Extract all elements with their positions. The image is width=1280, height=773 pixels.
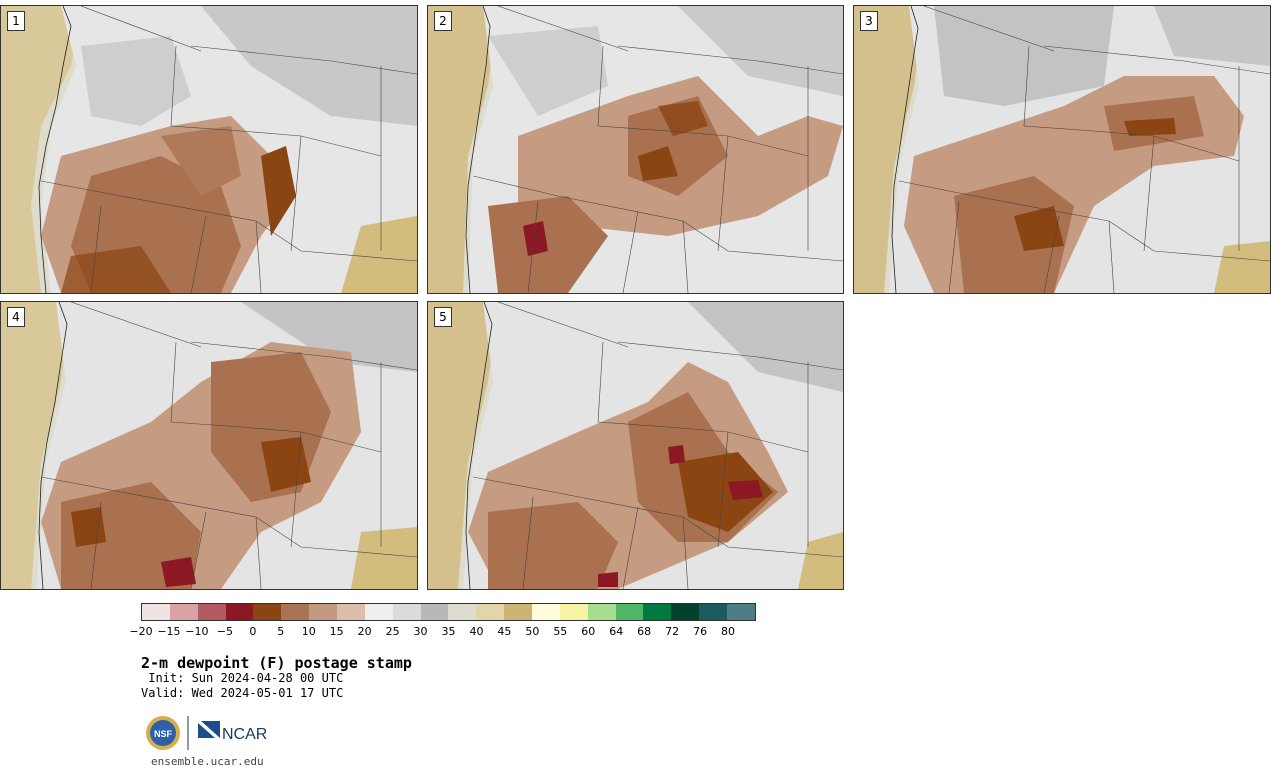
colorbar-segment (727, 604, 755, 620)
panel-number: 5 (434, 307, 452, 327)
colorbar-segment (281, 604, 310, 620)
colorbar-segment (169, 604, 198, 620)
colorbar-segment (504, 604, 533, 620)
map-panel-1: 1 (0, 5, 418, 294)
panel-number: 1 (7, 11, 25, 31)
valid-time: Valid: Wed 2024-05-01 17 UTC (141, 686, 344, 700)
colorbar-tick-label: 30 (413, 625, 428, 638)
map-panel-2: 2 (427, 5, 844, 294)
nsf-logo: NSF (146, 716, 180, 750)
colorbar-tick-label: 72 (665, 625, 680, 638)
map-panel-3: 3 (853, 5, 1271, 294)
dewpoint-map-3 (854, 6, 1270, 293)
colorbar-tick-label: 10 (301, 625, 316, 638)
panel-number: 4 (7, 307, 25, 327)
init-time: Init: Sun 2024-04-28 00 UTC (141, 671, 344, 685)
map-panel-4: 4 (0, 301, 418, 590)
colorbar-segment (364, 604, 393, 620)
colorbar-segment (392, 604, 421, 620)
dewpoint-map-4 (1, 302, 417, 589)
nsf-logo-text: NSF (154, 729, 173, 739)
dewpoint-map-5 (428, 302, 843, 589)
colorbar-tick-label: 35 (441, 625, 456, 638)
colorbar-tick-label: 55 (553, 625, 568, 638)
colorbar-segment (699, 604, 728, 620)
colorbar-tick-label: 45 (497, 625, 512, 638)
colorbar-segment (671, 604, 700, 620)
colorbar-tick-label: 15 (329, 625, 344, 638)
colorbar-segment (197, 604, 226, 620)
colorbar-segment (309, 604, 338, 620)
map-panel-5: 5 (427, 301, 844, 590)
dewpoint-map-2 (428, 6, 843, 293)
ncar-logo-text: NCAR (222, 726, 267, 743)
colorbar-segment (476, 604, 505, 620)
ncar-logo: NCAR (198, 721, 267, 743)
panel-number: 2 (434, 11, 452, 31)
colorbar-segment (448, 604, 477, 620)
site-url: ensemble.ucar.edu (151, 755, 264, 768)
colorbar-tick-label: 80 (721, 625, 736, 638)
dewpoint-map-1 (1, 6, 417, 293)
colorbar (141, 603, 756, 621)
colorbar-tick-label: 50 (525, 625, 540, 638)
colorbar-tick-label: 0 (249, 625, 257, 638)
colorbar-tick-label: −5 (216, 625, 233, 638)
colorbar-segment (253, 604, 282, 620)
nsf-ncar-logos: NSF NCAR (146, 716, 267, 750)
colorbar-tick-label: 40 (469, 625, 484, 638)
map-title: 2-m dewpoint (F) postage stamp (141, 654, 412, 672)
logos: NSF NCAR (145, 713, 275, 753)
colorbar-tick-label: −20 (129, 625, 153, 638)
colorbar-tick-label: −10 (185, 625, 209, 638)
colorbar-segment (587, 604, 616, 620)
colorbar-tick-label: 68 (637, 625, 652, 638)
colorbar-segment (532, 604, 560, 620)
colorbar-ticks: −20 −15 −10 −5 0 5 10 15 20 25 30 35 40 45 50 55 60 64 68 7… (129, 625, 756, 639)
colorbar-segment (142, 604, 170, 620)
colorbar-segment (615, 604, 644, 620)
colorbar-tick-label: 60 (581, 625, 596, 638)
colorbar-tick-label: 5 (277, 625, 285, 638)
colorbar-segment (643, 604, 672, 620)
colorbar-segment (420, 604, 449, 620)
colorbar-segment (337, 604, 365, 620)
colorbar-tick-label: 25 (385, 625, 400, 638)
colorbar-segment (225, 604, 254, 620)
colorbar-tick-label: −15 (157, 625, 181, 638)
colorbar-tick-label: 20 (357, 625, 372, 638)
colorbar-segment (559, 604, 588, 620)
panel-number: 3 (860, 11, 878, 31)
colorbar-tick-label: 76 (693, 625, 708, 638)
colorbar-tick-label: 64 (609, 625, 624, 638)
